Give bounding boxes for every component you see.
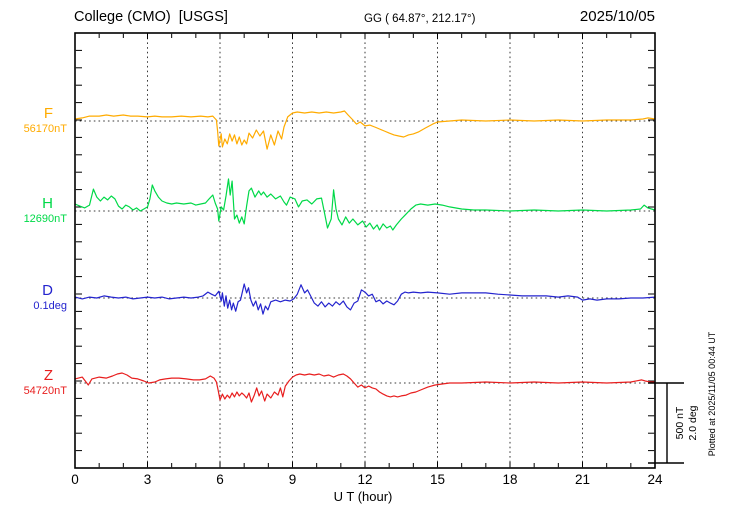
trace-D (74, 283, 656, 315)
x-tick-label: 3 (143, 472, 152, 487)
x-axis-title: U T (hour) (333, 489, 393, 504)
scale-bar-label: 500 nT 2.0 deg (674, 405, 700, 440)
series-code-D: D (42, 282, 53, 299)
trace-F (74, 110, 656, 150)
scale-bar-nt: 500 nT (673, 406, 686, 440)
x-tick-label: 15 (429, 472, 446, 487)
series-label-D: D 0.1deg (0, 283, 68, 313)
series-code-Z: Z (43, 367, 53, 384)
plot-frame (74, 32, 656, 469)
observation-date: 2025/10/05 (579, 8, 655, 25)
series-label-Z: Z 54720nT (0, 368, 68, 398)
x-tick-label: 0 (71, 472, 79, 487)
series-label-F: F 56170nT (0, 106, 68, 136)
x-tick-label: 6 (216, 472, 224, 487)
series-code-F: F (43, 105, 53, 122)
x-tick-label: 12 (357, 472, 373, 487)
x-tick-label: 21 (574, 472, 591, 487)
series-baseline-H: 12690nT (23, 213, 67, 225)
scale-bar-deg: 2.0 deg (687, 405, 699, 441)
trace-H (74, 178, 656, 231)
x-tick-label: 18 (502, 472, 518, 487)
plotted-at-note: Plotted at 2025/11/05 00:44 UT (707, 331, 717, 457)
series-label-H: H 12690nT (0, 196, 68, 226)
series-code-H: H (42, 195, 53, 212)
x-tick-label: 9 (288, 472, 297, 487)
geographic-coordinates: GG ( 64.87°, 212.17°) (364, 13, 476, 25)
series-baseline-F: 56170nT (23, 123, 67, 135)
station-title: College (CMO) [USGS] (74, 9, 228, 25)
series-baseline-Z: 54720nT (23, 385, 67, 397)
series-baseline-D: 0.1deg (33, 300, 67, 312)
x-tick-label: 24 (647, 472, 663, 487)
trace-Z (74, 372, 656, 403)
